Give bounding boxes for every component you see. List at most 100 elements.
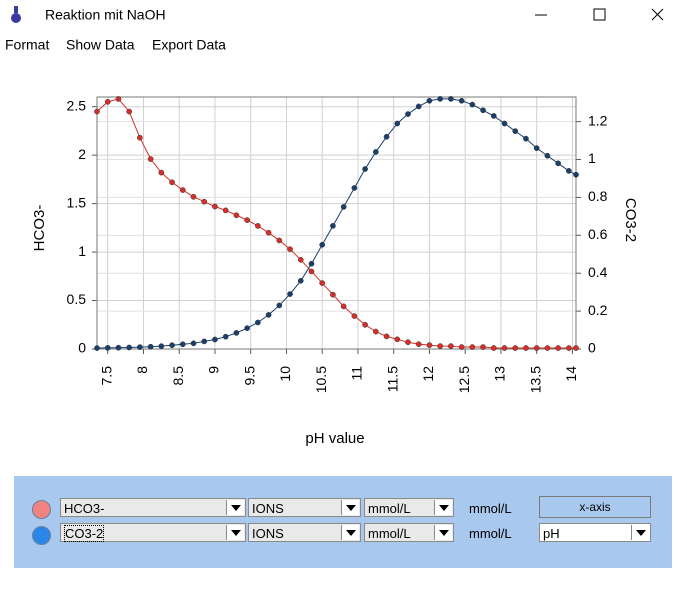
- x-axis-title: pH value: [305, 430, 364, 447]
- menu-item[interactable]: Format: [5, 37, 49, 53]
- data-point: [190, 340, 197, 347]
- menu-item[interactable]: Export Data: [152, 37, 226, 53]
- data-point: [222, 207, 229, 214]
- series-color-dot[interactable]: [32, 526, 51, 545]
- data-point: [308, 268, 315, 275]
- menu-item[interactable]: Show Data: [66, 37, 135, 53]
- data-point: [179, 341, 186, 348]
- y-tick-label: 0.5: [67, 291, 87, 307]
- unit-select[interactable]: mmol/L: [364, 498, 454, 517]
- data-point: [308, 260, 315, 267]
- data-point: [287, 246, 293, 253]
- x-tick-label: 13: [492, 366, 508, 382]
- y-tick-label: 1: [78, 243, 86, 259]
- data-point: [319, 241, 326, 248]
- species-select[interactable]: CO3-2: [60, 523, 246, 542]
- data-point: [340, 303, 347, 310]
- species-text: CO3-2: [64, 525, 105, 542]
- data-point: [147, 156, 154, 162]
- x-tick-label: 10: [277, 366, 293, 382]
- data-point: [448, 343, 454, 349]
- data-point: [566, 345, 572, 351]
- kind-text: IONS: [252, 501, 284, 516]
- data-point: [480, 344, 486, 350]
- data-point: [179, 187, 186, 193]
- kind-select[interactable]: IONS: [248, 523, 361, 542]
- data-point: [276, 237, 283, 244]
- data-point: [255, 319, 261, 326]
- x-tick-label: 11.5: [384, 366, 400, 392]
- close-button[interactable]: [651, 8, 664, 21]
- data-point: [544, 345, 551, 351]
- unit-label: mmol/L: [469, 501, 512, 516]
- data-point: [512, 345, 519, 351]
- data-point: [104, 345, 111, 351]
- data-point: [158, 343, 165, 350]
- data-point: [394, 120, 401, 127]
- species-select[interactable]: HCO3-: [60, 498, 246, 517]
- data-point: [566, 168, 572, 174]
- data-point: [190, 193, 197, 200]
- data-point: [372, 149, 379, 155]
- unit-text: mmol/L: [368, 526, 411, 541]
- data-point: [126, 108, 133, 115]
- x-tick-label: 11: [349, 366, 365, 381]
- data-point: [104, 98, 111, 105]
- data-point: [372, 328, 379, 335]
- data-point: [394, 336, 401, 343]
- data-point: [490, 113, 497, 119]
- data-point: [115, 96, 122, 102]
- unit-label: mmol/L: [469, 526, 512, 541]
- data-point: [126, 344, 133, 351]
- data-point: [383, 333, 390, 340]
- data-point: [169, 179, 175, 186]
- data-point: [480, 107, 486, 114]
- title-bar: Reaktion mit NaOH: [11, 6, 664, 23]
- app-icon: [11, 13, 21, 23]
- data-point: [330, 222, 336, 229]
- data-point: [458, 344, 465, 350]
- x-axis-box: x-axis: [539, 496, 651, 518]
- data-point: [415, 103, 422, 110]
- y2-axis-title: CO3-2: [622, 198, 639, 242]
- chart-canvas: Reaktion mit NaOH Format Show Data Expor…: [5, 6, 664, 447]
- x-tick-label: 8: [134, 366, 150, 374]
- data-point: [265, 312, 272, 318]
- y2-tick-label: 0: [588, 340, 596, 356]
- y-tick-label: 0: [78, 340, 86, 356]
- series-line: [96, 98, 576, 349]
- data-point: [94, 108, 100, 115]
- x-axis-select[interactable]: pH: [539, 523, 651, 542]
- data-point: [137, 134, 143, 141]
- data-point: [458, 97, 465, 104]
- unit-text: mmol/L: [368, 501, 411, 516]
- unit-select[interactable]: mmol/L: [364, 523, 454, 542]
- data-point: [555, 160, 561, 167]
- window-title: Reaktion mit NaOH: [45, 7, 166, 23]
- data-point: [555, 345, 561, 351]
- data-point: [351, 313, 358, 319]
- data-point: [330, 291, 336, 298]
- data-point: [437, 96, 444, 102]
- x-tick-label: 13.5: [527, 366, 543, 393]
- series-line: [96, 98, 577, 349]
- data-point: [233, 212, 240, 219]
- data-point: [201, 198, 208, 205]
- plot-background: [97, 97, 576, 349]
- series-color-dot[interactable]: [32, 500, 51, 519]
- y-tick-label: 2.5: [67, 97, 87, 113]
- x-tick-label: 7.5: [98, 366, 114, 386]
- data-point: [287, 291, 293, 297]
- x-tick-label: 12.5: [456, 366, 472, 393]
- data-point: [276, 302, 283, 309]
- data-point: [351, 185, 358, 191]
- data-point: [255, 223, 261, 229]
- data-point: [533, 145, 540, 152]
- maximize-button[interactable]: [593, 8, 606, 21]
- data-point: [362, 166, 368, 172]
- kind-select[interactable]: IONS: [248, 498, 361, 517]
- y-tick-label: 2: [78, 146, 86, 162]
- data-point: [222, 333, 229, 340]
- data-point: [437, 343, 444, 349]
- data-point: [137, 344, 143, 350]
